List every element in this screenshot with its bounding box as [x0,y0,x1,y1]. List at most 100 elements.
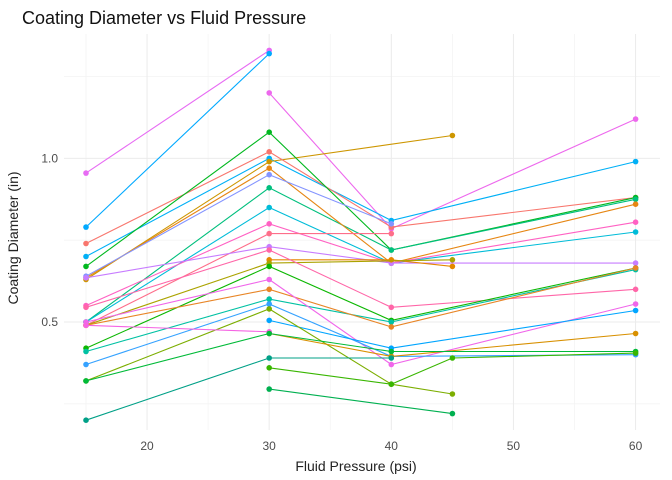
x-axis-label: Fluid Pressure (psi) [295,458,416,474]
data-point [266,296,273,302]
data-point [632,229,639,235]
data-point [83,253,89,260]
data-point [266,149,273,155]
series-1 [83,47,273,176]
data-point [266,158,273,165]
series-line [85,167,636,279]
data-point [632,330,639,337]
data-point [266,50,273,57]
data-point [632,350,639,356]
data-point [83,361,89,368]
series-line [85,278,636,366]
y-tick-label: 1.0 [41,151,58,165]
series-30 [266,386,456,417]
data-point [266,301,273,307]
data-point [388,324,395,330]
series-22 [83,301,639,368]
data-point [83,417,89,424]
tick-labels: 20 30 40 50 60 0.5 1.0 [41,151,642,453]
series-12 [83,171,395,280]
x-tick-label: 50 [507,439,521,453]
data-point [266,330,273,337]
series-line [85,249,636,308]
data-point [266,165,273,171]
series-line [85,53,270,228]
data-point [449,132,456,139]
data-point [388,247,395,253]
data-point [632,265,639,271]
series-line [85,269,636,353]
data-point [266,263,273,270]
data-point [266,185,273,191]
series-line [269,388,453,415]
data-point [266,286,273,293]
data-point [83,224,89,230]
series-layer [83,47,639,424]
data-point [632,260,639,266]
data-point [266,276,273,283]
y-axis-label: Coating Diameter (in) [5,171,21,304]
series-line [85,131,636,267]
series-line [85,303,636,366]
data-point [266,129,273,135]
data-point [266,171,273,178]
data-point [83,304,89,311]
series-line [85,308,453,395]
data-point [388,348,395,355]
series-21 [83,276,639,368]
series-26 [83,322,273,335]
data-point [266,247,273,253]
series-line [85,324,270,333]
x-tick-label: 20 [140,439,154,453]
data-point [266,204,273,211]
data-point [266,386,273,392]
series-17 [83,247,639,311]
data-point [632,158,639,165]
series-line [85,357,392,421]
data-point [266,365,273,371]
data-point [83,348,89,355]
data-point [632,201,639,207]
data-point [266,230,273,237]
x-tick-label: 40 [385,439,399,453]
data-point [632,219,639,225]
series-20 [83,265,639,330]
data-point [388,304,395,311]
data-point [632,307,639,314]
series-line [269,352,636,385]
data-point [632,286,639,293]
data-point [83,322,89,329]
chart-title: Coating Diameter vs Fluid Pressure [22,8,306,28]
data-point [449,355,456,361]
series-line [85,265,636,349]
data-point [266,221,273,227]
series-2 [83,50,273,230]
data-point [266,306,273,312]
series-19 [83,266,639,355]
x-tick-label: 30 [263,439,277,453]
data-point [632,196,639,203]
data-point [266,90,273,96]
data-point [83,170,89,176]
series-27 [83,330,639,384]
series-28 [83,355,395,424]
data-point [388,221,395,227]
series-line [85,246,636,279]
data-point [632,116,639,122]
data-point [83,378,89,384]
data-point [388,319,395,325]
series-line [85,332,636,382]
data-point [632,301,639,307]
data-point [388,230,395,237]
data-point [449,410,456,417]
series-line [85,206,636,323]
data-point [83,263,89,270]
series-line [85,174,392,277]
data-point [266,355,273,361]
data-point [83,240,89,247]
data-point [449,263,456,270]
x-tick-label: 60 [629,439,643,453]
y-tick-label: 0.5 [41,315,58,329]
data-point [388,257,395,263]
